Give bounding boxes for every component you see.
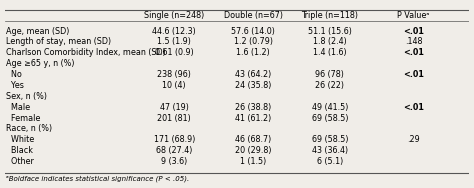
Text: 1.8 (2.4): 1.8 (2.4) (313, 37, 347, 46)
Text: 9 (3.6): 9 (3.6) (161, 157, 187, 166)
Text: Double (n=67): Double (n=67) (224, 11, 283, 20)
Text: Other: Other (6, 157, 34, 166)
Text: 20 (29.8): 20 (29.8) (235, 146, 272, 155)
Text: 46 (68.7): 46 (68.7) (235, 135, 272, 144)
Text: 1.6 (1.2): 1.6 (1.2) (237, 48, 270, 57)
Text: Male: Male (6, 103, 30, 112)
Text: 69 (58.5): 69 (58.5) (311, 114, 348, 123)
Text: 43 (64.2): 43 (64.2) (235, 70, 272, 79)
Text: .29: .29 (407, 135, 420, 144)
Text: Single (n=248): Single (n=248) (144, 11, 204, 20)
Text: Age ≥65 y, n (%): Age ≥65 y, n (%) (6, 59, 74, 68)
Text: <.01: <.01 (403, 103, 424, 112)
Text: 238 (96): 238 (96) (157, 70, 191, 79)
Text: 1.4 (1.6): 1.4 (1.6) (313, 48, 346, 57)
Text: .148: .148 (405, 37, 422, 46)
Text: 6 (5.1): 6 (5.1) (317, 157, 343, 166)
Text: ᵃBoldface indicates statistical significance (P < .05).: ᵃBoldface indicates statistical signific… (6, 176, 189, 182)
Text: Race, n (%): Race, n (%) (6, 124, 52, 133)
Text: 171 (68.9): 171 (68.9) (154, 135, 195, 144)
Text: Yes: Yes (6, 81, 24, 90)
Text: Charlson Comorbidity Index, mean (SD): Charlson Comorbidity Index, mean (SD) (6, 48, 165, 57)
Text: 0.61 (0.9): 0.61 (0.9) (155, 48, 194, 57)
Text: 1.2 (0.79): 1.2 (0.79) (234, 37, 273, 46)
Text: 47 (19): 47 (19) (160, 103, 189, 112)
Text: 10 (4): 10 (4) (163, 81, 186, 90)
Text: White: White (6, 135, 34, 144)
Text: Female: Female (6, 114, 40, 123)
Text: 43 (36.4): 43 (36.4) (312, 146, 348, 155)
Text: 26 (38.8): 26 (38.8) (235, 103, 272, 112)
Text: 44.6 (12.3): 44.6 (12.3) (153, 27, 196, 36)
Text: 51.1 (15.6): 51.1 (15.6) (308, 27, 352, 36)
Text: 24 (35.8): 24 (35.8) (235, 81, 272, 90)
Text: <.01: <.01 (403, 70, 424, 79)
Text: 1.5 (1.9): 1.5 (1.9) (157, 37, 191, 46)
Text: Triple (n=118): Triple (n=118) (301, 11, 358, 20)
Text: Black: Black (6, 146, 33, 155)
Text: 69 (58.5): 69 (58.5) (311, 135, 348, 144)
Text: 201 (81): 201 (81) (157, 114, 191, 123)
Text: Length of stay, mean (SD): Length of stay, mean (SD) (6, 37, 111, 46)
Text: 57.6 (14.0): 57.6 (14.0) (231, 27, 275, 36)
Text: 68 (27.4): 68 (27.4) (156, 146, 192, 155)
Text: 49 (41.5): 49 (41.5) (312, 103, 348, 112)
Text: <.01: <.01 (403, 27, 424, 36)
Text: 26 (22): 26 (22) (315, 81, 345, 90)
Text: Age, mean (SD): Age, mean (SD) (6, 27, 69, 36)
Text: 1 (1.5): 1 (1.5) (240, 157, 266, 166)
Text: 41 (61.2): 41 (61.2) (235, 114, 272, 123)
Text: Sex, n (%): Sex, n (%) (6, 92, 46, 101)
Text: P Valueᵃ: P Valueᵃ (397, 11, 430, 20)
Text: No: No (6, 70, 21, 79)
Text: <.01: <.01 (403, 48, 424, 57)
Text: 96 (78): 96 (78) (316, 70, 344, 79)
